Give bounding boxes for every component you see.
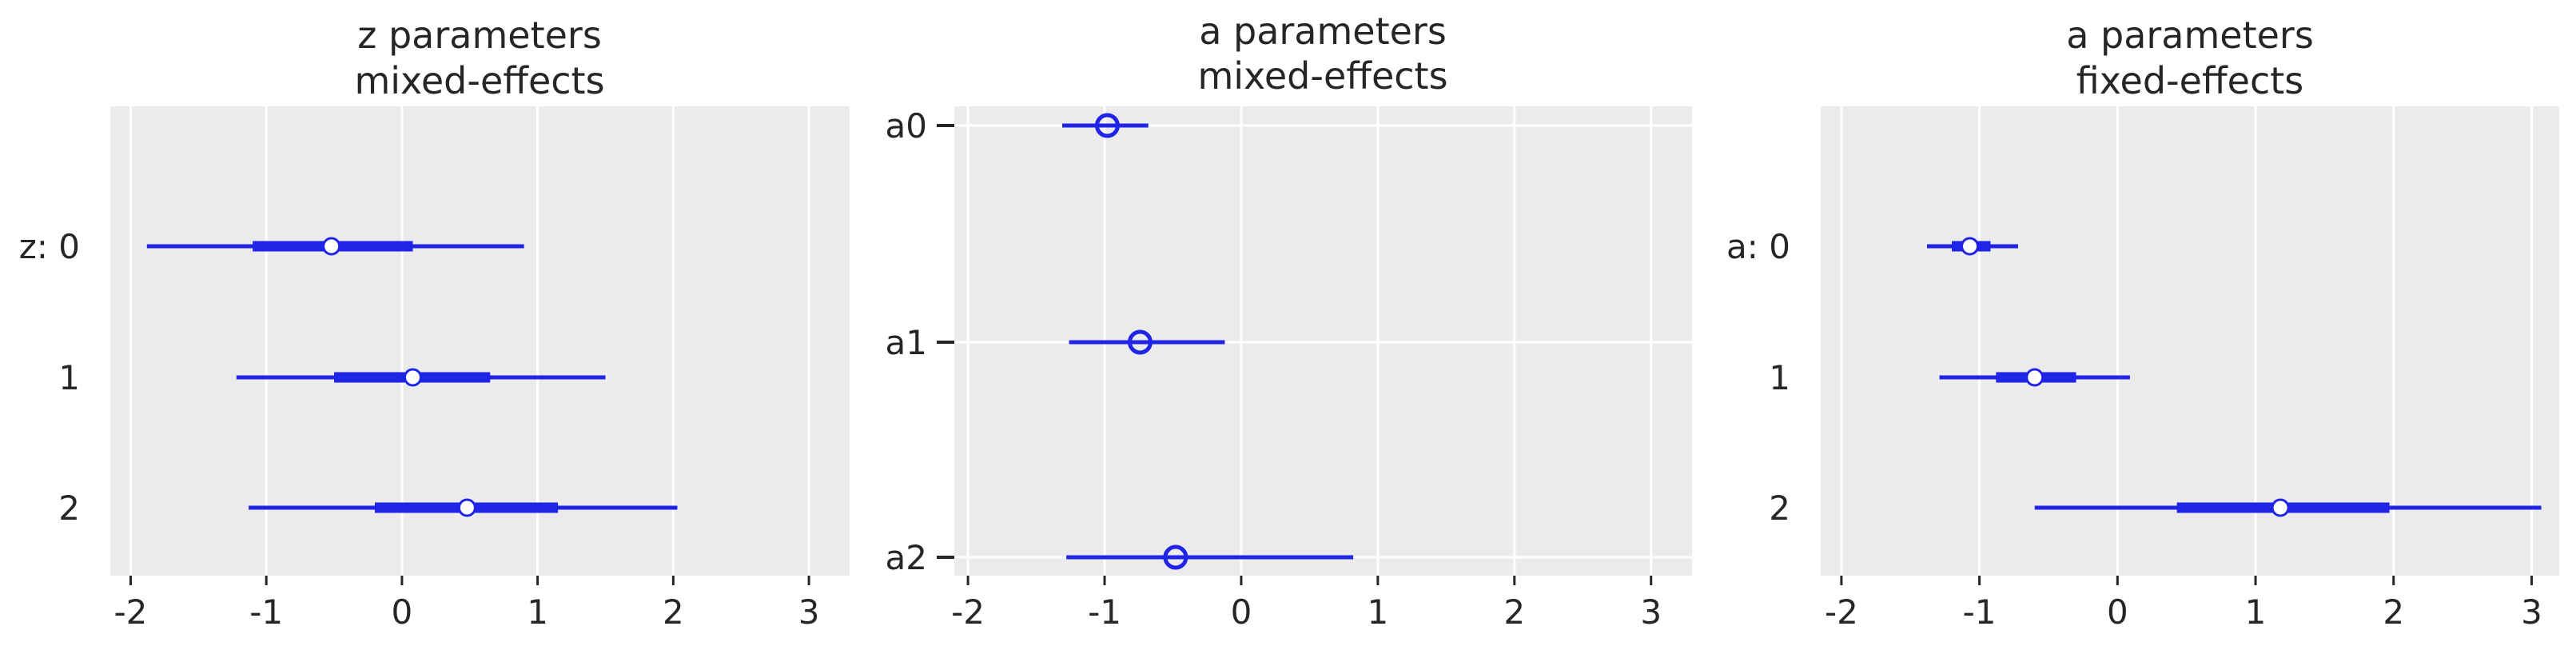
mean-marker — [1163, 544, 1188, 570]
x-tick-label: 0 — [2107, 592, 2128, 632]
chart-title: mixed-effects — [354, 59, 604, 102]
y-tick-label: 1 — [58, 358, 80, 397]
x-tick-label: 1 — [1368, 592, 1389, 632]
x-tick-label: 0 — [1231, 592, 1252, 632]
x-tick-label: 2 — [2383, 592, 2404, 632]
x-tick-label: -2 — [951, 592, 985, 632]
y-tick-label: 1 — [1769, 358, 1790, 397]
x-tick-label: 2 — [663, 592, 684, 632]
x-tick-label: 1 — [527, 592, 548, 632]
mean-marker — [322, 237, 341, 256]
x-tick-label: -1 — [249, 592, 283, 632]
y-tick-label: a0 — [886, 106, 927, 146]
mean-marker — [1127, 329, 1153, 355]
chart-title: a parameters — [1199, 10, 1447, 53]
mean-marker — [1961, 237, 1980, 256]
y-tick-label: 2 — [1769, 489, 1790, 528]
mean-marker — [457, 498, 476, 517]
chart-title: fixed-effects — [2076, 59, 2303, 102]
y-tick-label: z: 0 — [19, 227, 80, 266]
y-tick-label: a: 0 — [1726, 227, 1790, 266]
y-tick-label: a2 — [886, 538, 927, 577]
x-tick-label: -2 — [114, 592, 148, 632]
y-tick-label: a1 — [886, 323, 927, 362]
plot-area — [1821, 106, 2559, 576]
chart-title: a parameters — [2066, 14, 2314, 57]
x-tick-label: 3 — [2521, 592, 2542, 632]
x-tick-label: 3 — [1640, 592, 1662, 632]
chart-title: mixed-effects — [1197, 54, 1447, 98]
mean-marker — [2271, 498, 2290, 517]
plot-area — [110, 106, 850, 576]
x-tick-label: 0 — [392, 592, 413, 632]
x-tick-label: 2 — [1503, 592, 1525, 632]
mean-marker — [1094, 113, 1120, 138]
x-tick-label: -2 — [1825, 592, 1858, 632]
mean-marker — [403, 368, 422, 387]
x-tick-label: -1 — [1088, 592, 1121, 632]
mean-marker — [2025, 368, 2044, 387]
x-tick-label: 1 — [2245, 592, 2267, 632]
y-tick-label: 2 — [58, 489, 80, 528]
x-tick-label: 3 — [798, 592, 820, 632]
x-tick-label: -1 — [1963, 592, 1997, 632]
chart-title: z parameters — [357, 14, 602, 57]
